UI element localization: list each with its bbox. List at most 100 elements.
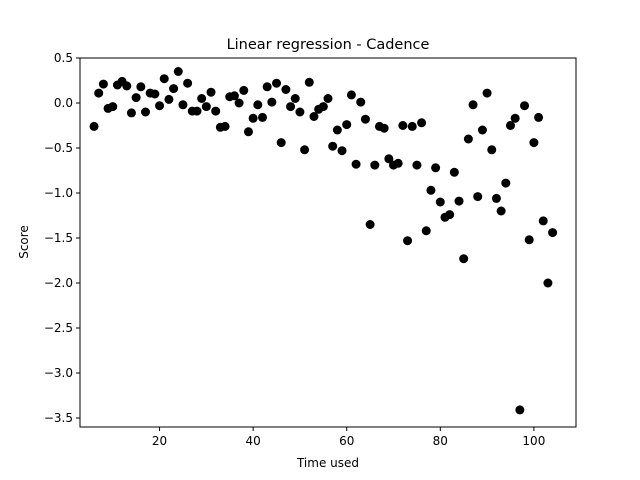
- data-point: [505, 121, 515, 130]
- data-point: [155, 101, 165, 111]
- data-point: [323, 94, 333, 103]
- x-axis-label: Time used: [296, 456, 359, 470]
- y-tick-label: 0.5: [54, 51, 73, 65]
- data-point: [201, 102, 211, 112]
- data-point: [304, 77, 314, 87]
- data-point: [136, 82, 146, 92]
- data-point: [463, 134, 473, 144]
- data-point: [473, 192, 483, 202]
- data-point: [435, 197, 445, 207]
- data-point: [281, 85, 291, 94]
- x-tick-label: 40: [245, 434, 260, 448]
- y-axis-label: Score: [17, 225, 31, 259]
- data-point: [412, 160, 422, 170]
- x-tick-label: 60: [339, 434, 354, 448]
- x-tick-label: 80: [433, 434, 448, 448]
- data-point: [178, 100, 188, 110]
- data-point: [487, 145, 497, 155]
- data-point: [426, 185, 436, 195]
- data-point: [529, 138, 539, 148]
- y-tick-label: −2.5: [44, 321, 73, 335]
- data-point: [370, 160, 380, 170]
- data-point: [243, 127, 253, 137]
- data-point: [159, 74, 169, 84]
- data-point: [131, 93, 141, 103]
- data-point: [141, 107, 151, 117]
- data-point: [276, 138, 286, 148]
- data-point: [169, 84, 179, 94]
- data-point: [239, 85, 249, 95]
- data-point: [459, 254, 469, 264]
- data-point: [318, 102, 328, 112]
- data-point: [454, 196, 464, 206]
- data-point: [379, 123, 389, 133]
- y-tick-label: −0.5: [44, 141, 73, 155]
- x-tick-label: 20: [152, 434, 167, 448]
- data-point: [328, 141, 338, 151]
- plot-frame: [79, 57, 577, 428]
- data-point: [211, 106, 221, 116]
- data-point: [183, 78, 193, 88]
- data-point: [150, 89, 160, 99]
- data-point: [384, 154, 394, 164]
- data-point: [520, 101, 530, 111]
- data-point: [407, 121, 417, 131]
- data-point: [253, 100, 263, 110]
- data-point: [543, 278, 553, 288]
- y-tick-label: 0.0: [54, 96, 73, 110]
- data-point: [98, 79, 108, 89]
- data-point: [257, 112, 267, 122]
- x-tick-label: 100: [522, 434, 545, 448]
- data-point: [295, 107, 305, 117]
- data-point: [272, 78, 282, 88]
- data-point: [337, 146, 347, 156]
- data-point: [300, 145, 310, 155]
- data-point: [220, 121, 230, 131]
- data-point: [393, 158, 403, 168]
- data-point: [445, 210, 455, 220]
- data-point: [309, 112, 319, 121]
- data-point: [267, 97, 277, 107]
- data-point: [332, 125, 342, 135]
- data-point: [496, 206, 506, 216]
- data-point: [468, 100, 478, 110]
- data-point: [449, 167, 459, 177]
- data-point: [122, 81, 132, 91]
- data-point: [515, 405, 525, 415]
- data-point: [342, 120, 352, 130]
- data-point: [501, 178, 511, 188]
- data-point: [126, 108, 136, 118]
- data-point: [356, 97, 366, 107]
- y-tick-label: −1.0: [44, 186, 73, 200]
- y-tick-label: −3.5: [44, 411, 73, 425]
- data-point: [206, 87, 216, 97]
- data-point: [398, 121, 408, 130]
- data-point: [538, 216, 548, 226]
- data-point: [431, 163, 441, 173]
- data-point: [403, 236, 413, 246]
- data-point: [510, 113, 520, 123]
- data-point: [248, 113, 258, 123]
- data-point: [173, 67, 183, 76]
- data-point: [491, 193, 501, 203]
- data-point: [108, 102, 118, 112]
- data-point: [197, 94, 207, 103]
- data-point: [360, 114, 370, 124]
- y-tick-label: −1.5: [44, 231, 73, 245]
- data-point: [229, 91, 239, 101]
- data-point: [477, 125, 487, 135]
- data-points: [89, 67, 558, 415]
- x-axis-ticks: 20 40 60 80 100: [152, 427, 545, 448]
- data-point: [286, 102, 296, 112]
- y-tick-label: −2.0: [44, 276, 73, 290]
- data-point: [262, 82, 272, 92]
- data-point: [524, 235, 534, 245]
- data-point: [164, 94, 174, 104]
- data-point: [346, 90, 356, 100]
- data-point: [548, 228, 558, 238]
- data-point: [365, 220, 375, 229]
- data-point: [94, 88, 104, 98]
- data-point: [192, 106, 202, 116]
